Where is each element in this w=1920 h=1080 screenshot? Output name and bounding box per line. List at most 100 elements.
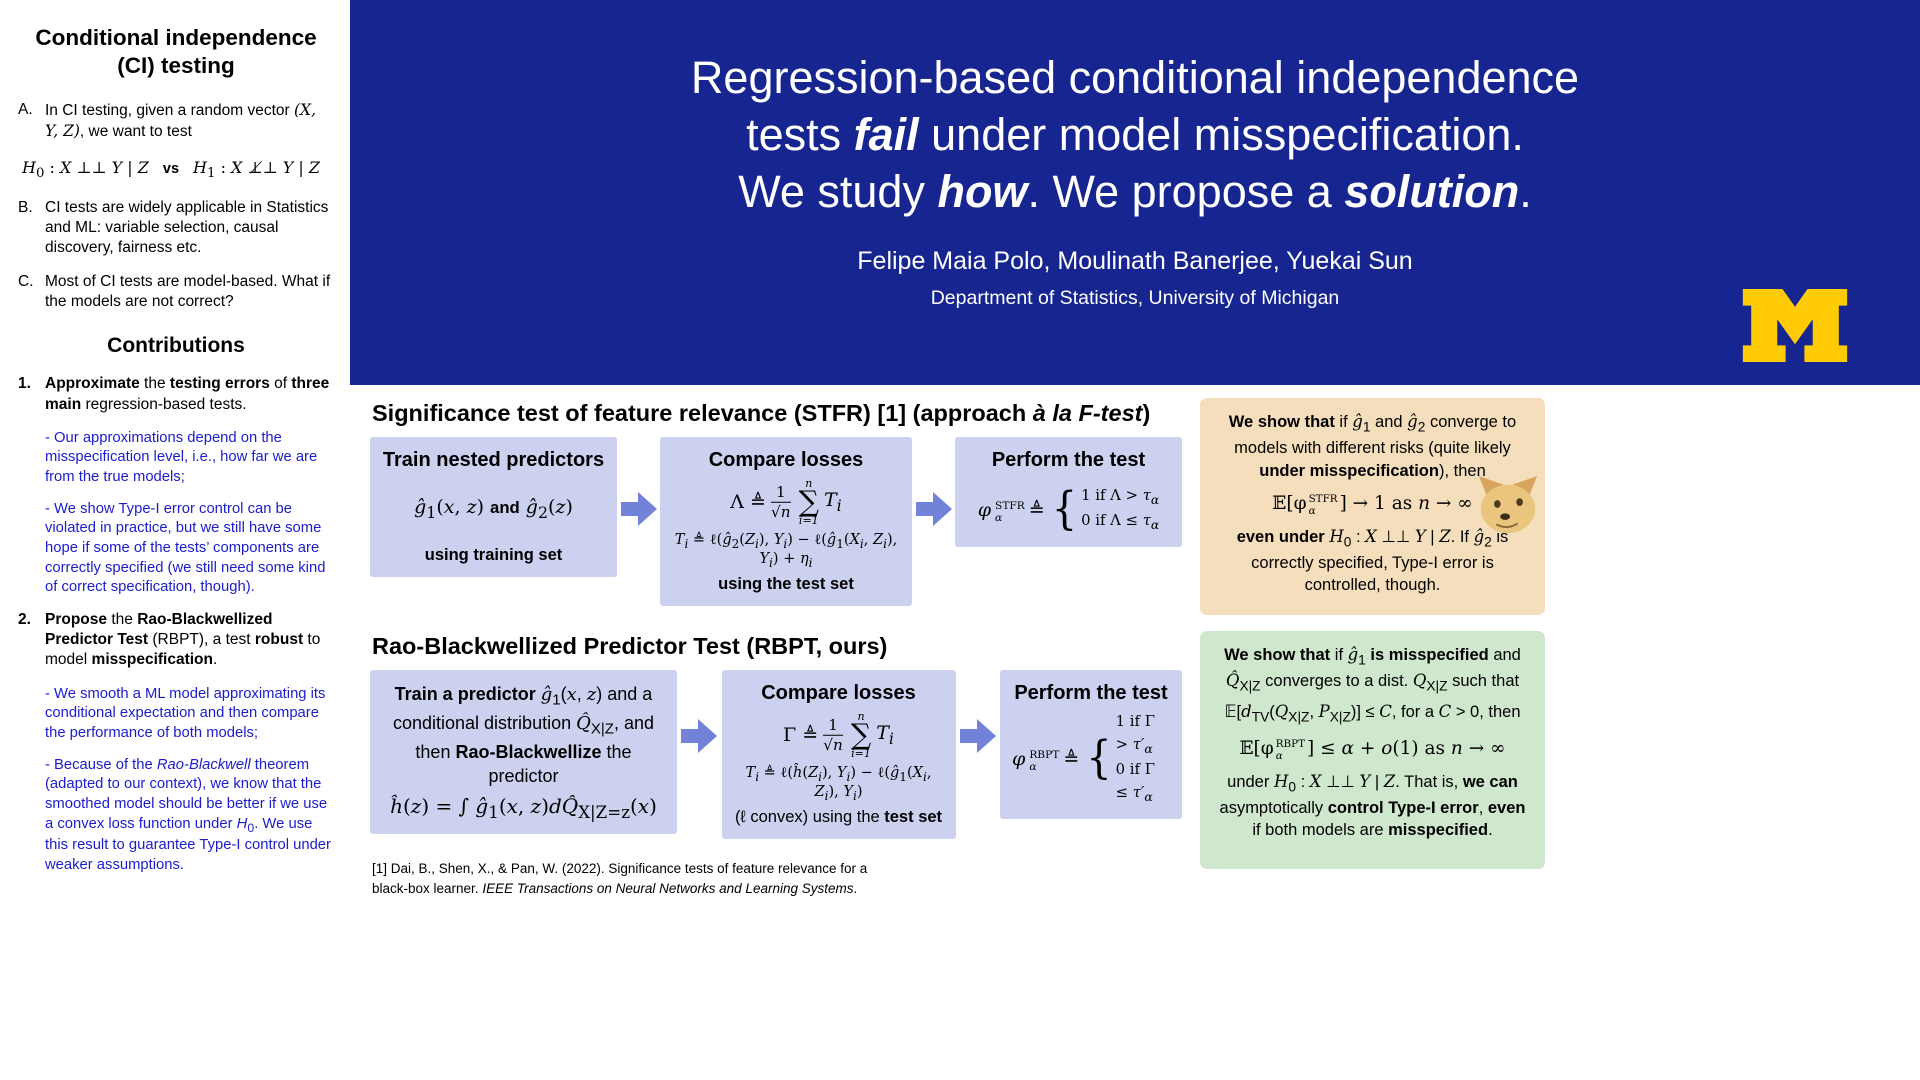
case-2: 0 if Λ ≤ τα — [1081, 511, 1160, 532]
ci-item-b: B. CI tests are widely applicable in Sta… — [18, 198, 334, 258]
poster-title-line-2: tests fail under model misspecification. — [746, 109, 1524, 161]
poster-header: Regression-based conditional independenc… — [350, 0, 1920, 385]
stfr-lambda-equation: Λ ≜ 1 √n n ∑ i=1 Ti — [672, 478, 900, 526]
rbpt-compare-caption: (ℓ convex) using the test set — [734, 808, 943, 827]
rbpt-result-note: We show that if ĝ1 is misspecified and Q… — [1200, 630, 1545, 869]
contribution-1-note-1: - Our approximations depend on the missp… — [45, 429, 318, 486]
case-1: 1 if Γ > τ′α — [1115, 712, 1156, 756]
item-text-b: CI tests are widely applicable in Statis… — [45, 198, 329, 256]
rbpt-train-title: Train a predictor ĝ1(x, z) and a conditi… — [392, 683, 654, 786]
sidebar: Conditional independence (CI) testing A.… — [0, 0, 350, 1080]
item-label-c: C. — [18, 273, 34, 291]
rbpt-left-column: Rao-Blackwellized Predictor Test (RBPT, … — [370, 631, 1182, 899]
rbpt-note-p2: under H0 : X ⊥⊥ Y | Z. That is, we can a… — [1219, 771, 1526, 840]
defeq-symbol: ≜ — [1028, 498, 1045, 521]
footnote-reference: [1] Dai, B., Shen, X., & Pan, W. (2022).… — [372, 861, 868, 896]
sidebar-title: Conditional independence (CI) testing — [35, 25, 317, 79]
stfr-test-box: Perform the test φ STFR α ≜ { 1 — [955, 437, 1182, 547]
defeq-symbol: ≜ — [1063, 748, 1080, 770]
contribution-1: 1. Approximate the testing errors of thr… — [18, 374, 334, 414]
rbpt-note-equation: 𝔼[φ RBPT α ] ≤ α + o(1) as n → ∞ — [1239, 737, 1506, 762]
fraction: 1 √n — [823, 716, 843, 755]
ci-item-c: C. Most of CI tests are model-based. Wha… — [18, 272, 334, 312]
case-2: 0 if Γ ≤ τ′α — [1115, 761, 1156, 804]
stfr-compare-box: Compare losses Λ ≜ 1 √n n ∑ i=1 — [660, 437, 912, 607]
stfr-note-equation: 𝔼[φ STFR α ] → 1 as n → ∞ — [1272, 492, 1473, 517]
item-label-b: B. — [18, 198, 33, 216]
item-label-a: A. — [18, 101, 33, 119]
sum-argument: Ti — [823, 488, 842, 515]
stfr-train-caption: using training set — [424, 545, 563, 564]
rbpt-train-formula: ĥ(z) = ∫ ĝ1(x, z)dQ̂X|Z=z(x) — [390, 794, 657, 823]
stfr-flow-row: Train nested predictors ĝ1(x, z) and ĝ2(… — [370, 437, 1182, 607]
main-area: Regression-based conditional independenc… — [350, 0, 1920, 899]
stfr-heading: Significance test of feature relevance (… — [372, 400, 1151, 426]
rbpt-compare-box: Compare losses Γ ≜ 1 √n n ∑ i=1 — [721, 669, 956, 840]
phi-symbol: φ — [977, 498, 992, 521]
summation: n ∑ i=1 — [798, 477, 819, 527]
flow-arrow-icon — [915, 492, 952, 526]
rbpt-note-eq1: 𝔼[dTV(QX|Z, PX|Z)] ≤ C, for a C > 0, the… — [1224, 702, 1521, 725]
stfr-note-p1: We show that if ĝ1 and ĝ2 converge to mo… — [1228, 412, 1517, 480]
contributions-title: Contributions — [107, 334, 245, 358]
gamma-lhs: Γ ≜ — [783, 723, 819, 746]
contribution-1-label: 1. — [18, 375, 31, 393]
stfr-test-equation: φ STFR α ≜ { 1 if Λ > τα 0 if Λ ≤ τα — [967, 485, 1170, 535]
content-area: Significance test of feature relevance (… — [350, 385, 1565, 899]
phi-supsub: RBPT α — [1029, 747, 1060, 773]
flow-arrow-icon — [681, 718, 718, 753]
flow-arrow-icon — [620, 492, 657, 526]
ci-item-a: A. In CI testing, given a random vector … — [18, 100, 334, 142]
case-1: 1 if Λ > τα — [1081, 486, 1160, 507]
cases-brace: { — [1086, 732, 1112, 784]
sum-argument: Ti — [876, 721, 894, 748]
rbpt-note-p1: We show that if ĝ1 is misspecified and Q… — [1224, 644, 1521, 694]
rbpt-test-equation: φ RBPT α ≜ { 1 if Γ > τ′α 0 if Γ ≤ τ′α — [1012, 711, 1170, 807]
summation: n ∑ i=1 — [850, 709, 872, 760]
stfr-train-box: Train nested predictors ĝ1(x, z) and ĝ2(… — [370, 437, 617, 577]
rbpt-test-box: Perform the test φ RBPT α ≜ { 1 — [1000, 669, 1182, 820]
poster-title: Regression-based conditional independenc… — [350, 0, 1920, 220]
rbpt-section: Rao-Blackwellized Predictor Test (RBPT, … — [370, 630, 1565, 899]
h1-hypothesis: H1 : X ⊥̸⊥ Y | Z — [193, 157, 320, 181]
cases: { 1 if Λ > τα 0 if Λ ≤ τα — [1052, 485, 1160, 535]
lambda-lhs: Λ ≜ — [730, 490, 766, 513]
contribution-2: 2. Propose the Rao-Blackwellized Predict… — [18, 610, 334, 670]
rbpt-compare-title: Compare losses — [761, 681, 916, 704]
poster-title-line-1: Regression-based conditional independenc… — [690, 52, 1580, 103]
h0-hypothesis: H0 : X ⊥⊥ Y | Z — [22, 157, 149, 181]
contribution-2-note-2: - Because of the Rao-Blackwell theorem (… — [45, 756, 331, 873]
stfr-test-title: Perform the test — [991, 449, 1146, 471]
contribution-2-head: Propose the Rao-Blackwellized Predictor … — [45, 611, 321, 669]
item-text-c: Most of CI tests are model-based. What i… — [45, 273, 331, 311]
stfr-compare-caption: using the test set — [718, 575, 854, 594]
fraction: 1 √n — [770, 483, 791, 522]
vs-label: vs — [162, 160, 180, 177]
stfr-left-column: Significance test of feature relevance (… — [370, 398, 1182, 607]
affiliation: Department of Statistics, University of … — [930, 287, 1340, 310]
authors: Felipe Maia Polo, Moulinath Banerjee, Yu… — [857, 247, 1413, 276]
flow-arrow-icon — [959, 718, 996, 753]
stfr-note-p2: even under H0 : X ⊥⊥ Y | Z. If ĝ2 is cor… — [1236, 526, 1509, 595]
poster-title-line-3: We study how. We propose a solution. — [738, 166, 1532, 218]
doge-meme-icon — [1478, 475, 1538, 534]
rbpt-train-box: Train a predictor ĝ1(x, z) and a conditi… — [370, 669, 677, 835]
stfr-section: Significance test of feature relevance (… — [370, 398, 1565, 615]
contribution-1-head: Approximate the testing errors of three … — [45, 375, 330, 413]
contribution-1-note-2: - We show Type-I error control can be vi… — [45, 500, 326, 596]
phi-symbol: φ — [1012, 748, 1026, 770]
cases-brace: { — [1051, 483, 1078, 535]
phi-supsub: STFR α — [995, 498, 1025, 524]
stfr-train-formula: ĝ1(x, z) and ĝ2(z) — [414, 496, 573, 522]
stfr-result-note: We show that if ĝ1 and ĝ2 converge to mo… — [1200, 398, 1545, 615]
contribution-2-note-1: - We smooth a ML model approximating its… — [45, 685, 326, 741]
stfr-t-definition: Ti ≜ ℓ(ĝ2(Zi), Yi) − ℓ(ĝ1(Xi, Zi), Yi) +… — [674, 531, 898, 570]
rbpt-test-title: Perform the test — [1014, 681, 1168, 704]
hypotheses-line: H0 : X ⊥⊥ Y | Z vs H1 : X ⊥̸⊥ Y | Z — [22, 158, 334, 181]
contribution-2-label: 2. — [18, 611, 31, 629]
item-text-a: In CI testing, given a random vector (X,… — [45, 101, 316, 141]
rbpt-gamma-equation: Γ ≜ 1 √n n ∑ i=1 Ti — [734, 711, 944, 759]
rbpt-flow-row: Train a predictor ĝ1(x, z) and a conditi… — [370, 669, 1182, 840]
rbpt-t-definition: Ti ≜ ℓ(ĥ(Zi), Yi) − ℓ(ĝ1(Xi, Zi), Yi) — [745, 764, 932, 803]
stfr-compare-title: Compare losses — [708, 449, 864, 471]
